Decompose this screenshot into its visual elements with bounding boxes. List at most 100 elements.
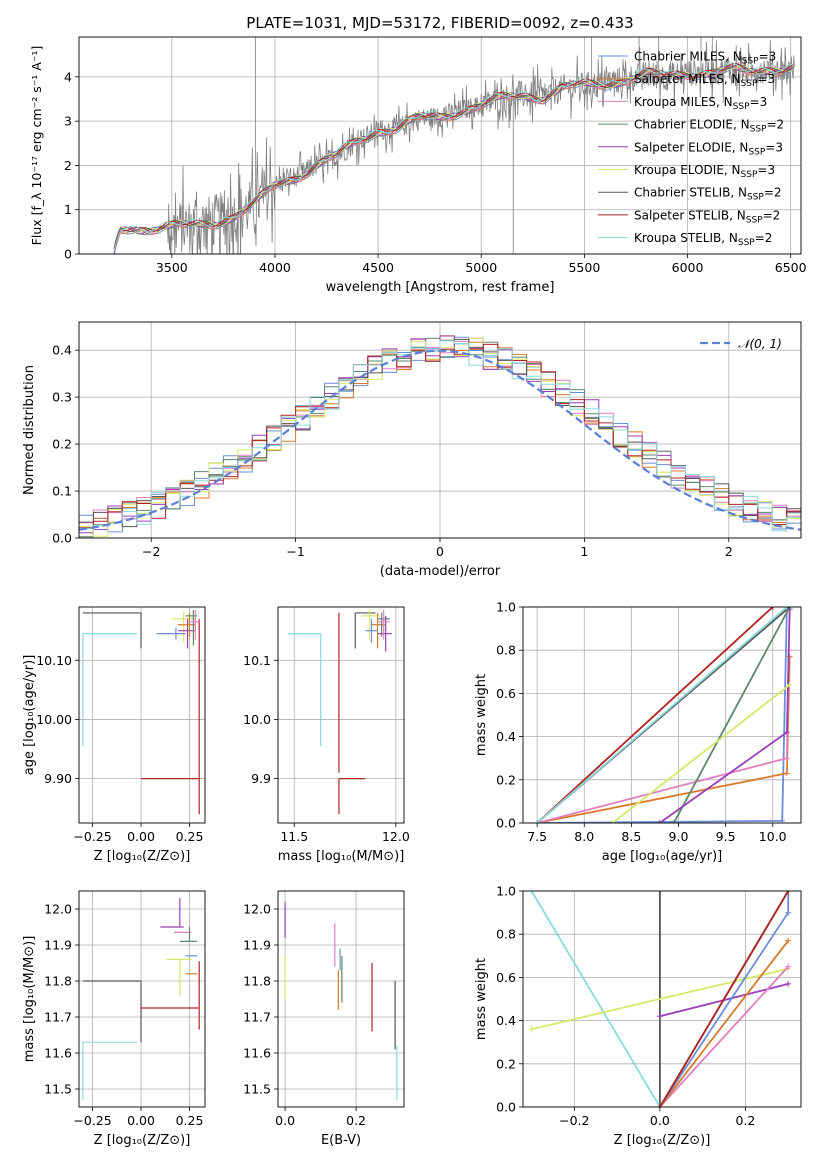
- line-marker: [670, 820, 677, 823]
- errorbar-point: [354, 612, 376, 649]
- y-tick-label: 11.8: [44, 974, 72, 989]
- y-tick-label: 0.1: [52, 484, 72, 499]
- y-axis-label: mass [log₁₀(M/M⊙)]: [22, 936, 37, 1063]
- y-tick-label: 11.5: [44, 1082, 72, 1097]
- y-tick-label: 1.0: [496, 884, 516, 899]
- errorbar-point: [166, 958, 192, 996]
- line-marker: [785, 980, 792, 987]
- y-tick-label: 11.6: [243, 1046, 271, 1061]
- y-tick-label: 0.4: [496, 729, 516, 744]
- errorbar-point: [82, 980, 142, 1043]
- gridlines: [79, 891, 205, 1107]
- x-tick-label: 5500: [568, 260, 600, 275]
- x-tick-label: 10.0: [759, 829, 787, 844]
- y-tick-label: 0.2: [496, 772, 516, 787]
- errorbar-point: [338, 778, 366, 815]
- gridlines: [278, 891, 404, 1107]
- line-marker: [534, 820, 541, 823]
- panel-age-vs-Z: −0.25 0.00 0.25 9.90 10.00 10.10 Z [log₁₀(Z/Z⊙…: [22, 606, 206, 864]
- legend-label: Kroupa STELIB, NSSP=2: [634, 231, 772, 248]
- y-tick-label: 3: [64, 114, 72, 129]
- axes-frame: [78, 606, 206, 824]
- x-axis-label: E(B-V): [321, 1133, 361, 1148]
- legend-label: Salpeter MILES, NSSP=3: [634, 72, 775, 89]
- plot-area: [79, 335, 801, 538]
- errorbar-point: [179, 927, 198, 943]
- legend-label: Salpeter STELIB, NSSP=2: [634, 208, 780, 225]
- errorbar-point: [156, 627, 186, 640]
- legend: Chabrier MILES, NSSP=3 Salpeter MILES, NS…: [598, 50, 784, 248]
- axes-frame: [78, 36, 802, 255]
- panel-mass-vs-Z: −0.25 0.00 0.25 11.5 11.6 11.7 11.8 11.9 12.0 Z […: [22, 890, 206, 1148]
- plot-area: [82, 609, 200, 815]
- x-tick-label: −0.2: [559, 1113, 589, 1128]
- x-tick-label: 4000: [259, 260, 291, 275]
- x-tick-label: 4500: [362, 260, 394, 275]
- cumulative-line-8: [536, 607, 788, 823]
- line-marker: [656, 1104, 663, 1107]
- y-axis-label: Flux [f_λ 10⁻¹⁷ erg cm⁻² s⁻¹ A⁻¹]: [29, 46, 44, 246]
- x-tick-label: −0.25: [73, 829, 111, 844]
- errorbar-point: [82, 633, 138, 747]
- x-tick-label: −1: [286, 544, 304, 559]
- y-tick-label: 0.8: [496, 927, 516, 942]
- y-tick-label: 0.0: [52, 531, 72, 546]
- panel-spectrum: 3500 4000 4500 5000 5500 6000 6500 0 1 2 3 4 wavelen…: [29, 36, 807, 295]
- y-tick-label: 0.0: [496, 1100, 516, 1115]
- line-marker: [528, 891, 535, 894]
- legend-label: Kroupa MILES, NSSP=3: [634, 95, 767, 112]
- axes-frame: [522, 890, 802, 1108]
- y-axis-label: age [log₁₀(age/yr)]: [22, 655, 37, 776]
- y-tick-label: 1.0: [496, 600, 516, 615]
- x-tick-label: 6000: [672, 260, 704, 275]
- errorbar-point: [361, 609, 380, 640]
- panel-mass-vs-EBV: 0.0 0.2 11.5 11.6 11.7 11.8 11.9 12.0 E(B-V): [243, 890, 405, 1148]
- errorbar-point: [82, 612, 142, 649]
- y-tick-label: 11.8: [243, 974, 271, 989]
- cumulative-line-5: [659, 940, 789, 1107]
- line-marker: [769, 607, 776, 610]
- errorbar-point: [177, 612, 196, 637]
- line-marker: [609, 820, 616, 823]
- axes-frame: [78, 890, 206, 1108]
- x-tick-label: 3500: [156, 260, 188, 275]
- y-tick-label: 11.9: [44, 938, 72, 953]
- line-marker: [783, 607, 790, 610]
- normal-reference-curve: [79, 349, 801, 531]
- y-tick-label: 2: [64, 158, 72, 173]
- x-tick-label: 0.2: [346, 1113, 366, 1128]
- errorbar-point: [177, 618, 196, 649]
- y-tick-label: 11.7: [44, 1010, 72, 1025]
- errorbar-point: [141, 961, 200, 1030]
- model-line-4: [113, 66, 795, 254]
- observed-spectrum: [115, 39, 795, 254]
- x-axis-label: (data-model)/error: [380, 564, 501, 579]
- cumulative-line-3: [673, 607, 791, 823]
- axes-frame: [277, 890, 405, 1108]
- y-tick-label: 0.2: [496, 1056, 516, 1071]
- y-tick-label: 0.4: [496, 1013, 516, 1028]
- x-tick-label: 9.5: [716, 829, 736, 844]
- y-axis-label: mass weight: [474, 958, 489, 1040]
- plot-area: [528, 891, 792, 1107]
- line-marker: [786, 607, 793, 610]
- x-tick-label: 0.2: [735, 1113, 755, 1128]
- line-marker: [783, 755, 790, 762]
- y-tick-label: 9.90: [44, 771, 72, 786]
- model-line-8: [113, 62, 794, 252]
- line-marker: [656, 891, 663, 894]
- x-tick-label: 11.5: [280, 829, 308, 844]
- errorbar-point: [187, 609, 200, 640]
- x-tick-label: 0.0: [275, 1113, 295, 1128]
- plot-area: [288, 609, 392, 815]
- line-marker: [528, 1026, 535, 1033]
- legend-label: 𝒩(0, 1): [738, 337, 782, 351]
- gridlines: [79, 607, 205, 823]
- legend-label: Chabrier ELODIE, NSSP=2: [634, 118, 784, 135]
- x-tick-label: 0.25: [176, 1113, 204, 1128]
- x-axis-label: Z [log₁₀(Z/Z⊙)]: [614, 1133, 711, 1148]
- x-tick-label: 1: [580, 544, 588, 559]
- y-tick-label: 0.6: [496, 970, 516, 985]
- y-axis-label: Normed distribution: [22, 365, 37, 495]
